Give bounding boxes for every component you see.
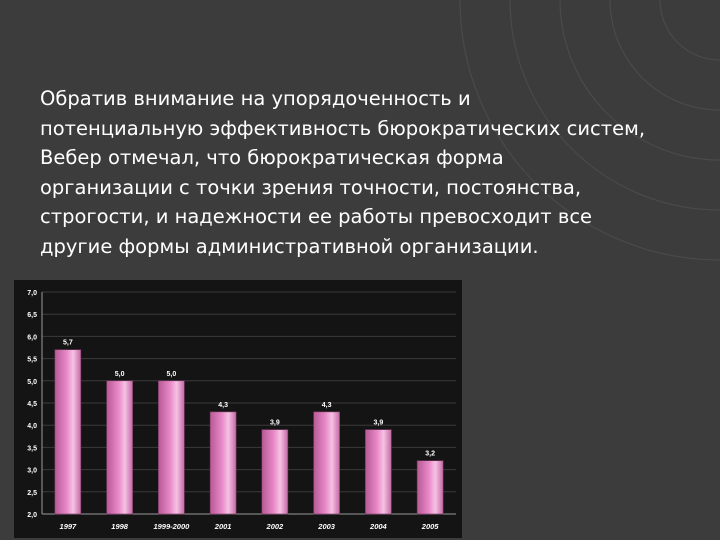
x-tick-label: 2005 [421, 522, 440, 531]
bar [313, 411, 340, 515]
y-tick-label: 3,5 [27, 445, 37, 452]
bar [106, 380, 133, 515]
y-tick-label: 4,5 [27, 401, 37, 408]
bar-chart: 2,0 2,5 3,0 3,5 4,0 4,5 5,0 5,5 6,0 6,5 7,0 5,7 1997… [27, 290, 456, 531]
x-tick-label: 2002 [266, 522, 285, 531]
bar-value-label: 4,3 [322, 402, 332, 409]
bar [261, 429, 289, 515]
x-tick-label: 2001 [214, 522, 232, 531]
text-line: организации с точки зрения точности, пос… [40, 175, 582, 199]
bar-value-label: 3,9 [374, 420, 384, 427]
bar [158, 380, 185, 515]
x-tick-label: 2003 [317, 522, 336, 531]
y-tick-label: 2,0 [27, 512, 37, 519]
bar-chart-panel: 2,0 2,5 3,0 3,5 4,0 4,5 5,0 5,5 6,0 6,5 7,0 5,7 1997… [14, 280, 462, 538]
x-tick-label: 1998 [111, 522, 129, 531]
bar [209, 411, 237, 515]
bar [416, 460, 444, 515]
y-tick-label: 5,5 [27, 357, 37, 364]
bar [54, 349, 82, 515]
y-tick-label: 4,0 [27, 423, 37, 430]
bar-value-label: 3,2 [425, 451, 435, 458]
text-line: Обратив внимание на упорядоченность и [40, 87, 471, 110]
y-tick-label: 3,0 [27, 468, 37, 475]
x-tick-label: 1999-2000 [153, 522, 190, 531]
bar [365, 429, 392, 515]
text-line: другие формы административной организаци… [40, 234, 539, 258]
y-tick-label: 7,0 [27, 290, 37, 297]
slide-text: Обратив внимание на упорядоченность и по… [40, 84, 670, 261]
bar-value-label: 5,0 [115, 371, 125, 378]
x-tick-label: 2004 [369, 522, 388, 531]
y-tick-label: 6,0 [27, 334, 37, 341]
text-line: Вебер отмечал, что бюрократическая форма [40, 146, 504, 169]
x-tick-label: 1997 [60, 522, 78, 531]
bar-value-label: 4,3 [218, 402, 228, 409]
bar-value-label: 5,7 [63, 340, 73, 347]
y-tick-label: 6,5 [27, 312, 37, 319]
y-tick-label: 2,5 [27, 490, 37, 497]
text-line: строгости, и надежности ее работы превос… [40, 205, 593, 228]
bar-value-label: 3,9 [270, 420, 280, 427]
text-line: потенциальную эффективность бюрократичес… [40, 116, 646, 140]
bar-value-label: 5,0 [167, 371, 177, 378]
y-tick-label: 5,0 [27, 379, 37, 386]
